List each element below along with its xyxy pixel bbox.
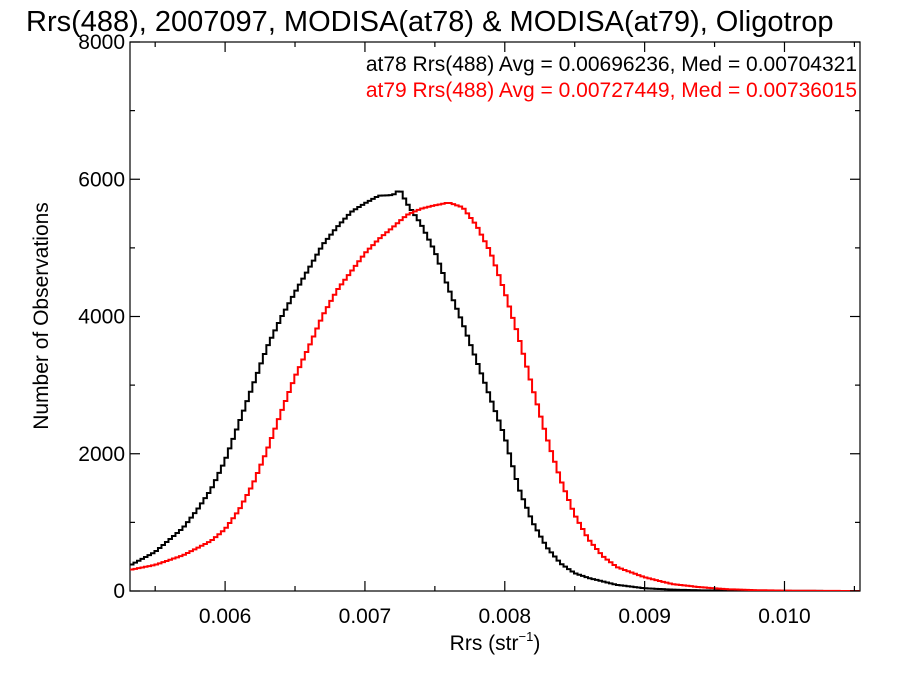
y-axis: 0 2000 4000 6000 8000 xyxy=(78,31,860,603)
x-axis-label-main: Rrs (str xyxy=(450,632,519,655)
legend: at78 Rrs(488) Avg = 0.00696236, Med = 0.… xyxy=(366,53,857,102)
x-tick-label: 0.008 xyxy=(479,605,532,628)
series-at78-line xyxy=(130,190,860,591)
x-axis-label-superscript: −1 xyxy=(519,629,534,644)
x-axis-label: Rrs (str−1) xyxy=(450,629,541,655)
x-tick-label: 0.009 xyxy=(618,605,671,628)
series-at79-line xyxy=(130,201,860,591)
x-tick-label: 0.006 xyxy=(199,605,252,628)
y-tick-label: 2000 xyxy=(78,443,125,466)
x-axis: 0.006 0.007 0.008 0.009 0.010 xyxy=(154,42,856,628)
x-tick-label: 0.007 xyxy=(339,605,392,628)
legend-entry-at79: at79 Rrs(488) Avg = 0.00727449, Med = 0.… xyxy=(366,79,857,102)
x-axis-label-close: ) xyxy=(533,632,540,655)
chart-title: Rrs(488), 2007097, MODISA(at78) & MODISA… xyxy=(26,6,833,38)
series-layer xyxy=(130,190,860,591)
y-tick-label: 4000 xyxy=(78,306,125,329)
legend-entry-at78: at78 Rrs(488) Avg = 0.00696236, Med = 0.… xyxy=(366,53,857,76)
y-axis-label: Number of Observations xyxy=(30,202,53,430)
x-tick-label: 0.010 xyxy=(758,605,811,628)
y-tick-label: 0 xyxy=(113,580,125,603)
y-tick-label: 8000 xyxy=(78,31,125,54)
y-tick-label: 6000 xyxy=(78,168,125,191)
